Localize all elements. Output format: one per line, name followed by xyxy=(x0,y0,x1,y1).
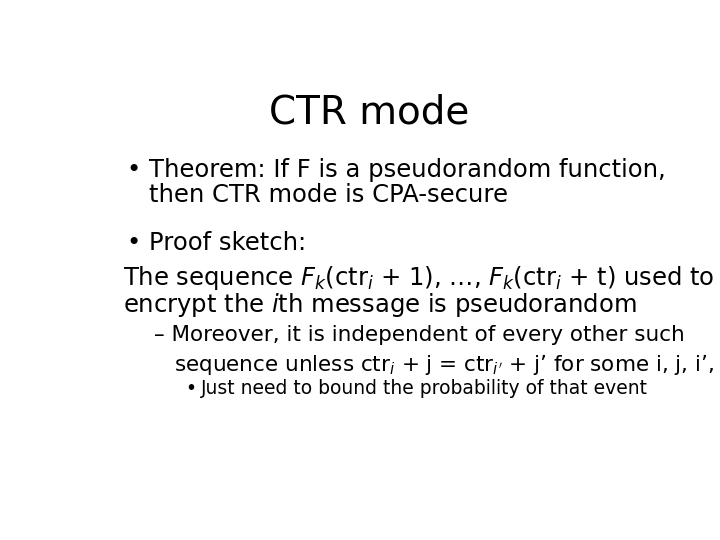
Text: •: • xyxy=(126,231,140,255)
Text: The sequence $F_k$(ctr$_i$ + 1), …, $F_k$(ctr$_i$ + t) used to: The sequence $F_k$(ctr$_i$ + 1), …, $F_k… xyxy=(124,265,715,292)
Text: – Moreover, it is independent of every other such: – Moreover, it is independent of every o… xyxy=(154,325,685,345)
Text: CTR mode: CTR mode xyxy=(269,94,469,132)
Text: Proof sketch:: Proof sketch: xyxy=(148,231,306,255)
Text: sequence unless ctr$_i$ + j = ctr$_{i'}$ + j’ for some i, j, i’, j’: sequence unless ctr$_i$ + j = ctr$_{i'}$… xyxy=(174,352,720,377)
Text: Theorem: If F is a pseudorandom function,: Theorem: If F is a pseudorandom function… xyxy=(148,158,665,183)
Text: •: • xyxy=(126,158,140,183)
Text: •: • xyxy=(185,379,196,398)
Text: Just need to bound the probability of that event: Just need to bound the probability of th… xyxy=(200,379,647,398)
Text: then CTR mode is CPA-secure: then CTR mode is CPA-secure xyxy=(148,183,508,207)
Text: encrypt the $i$th message is pseudorandom: encrypt the $i$th message is pseudorando… xyxy=(124,292,637,320)
